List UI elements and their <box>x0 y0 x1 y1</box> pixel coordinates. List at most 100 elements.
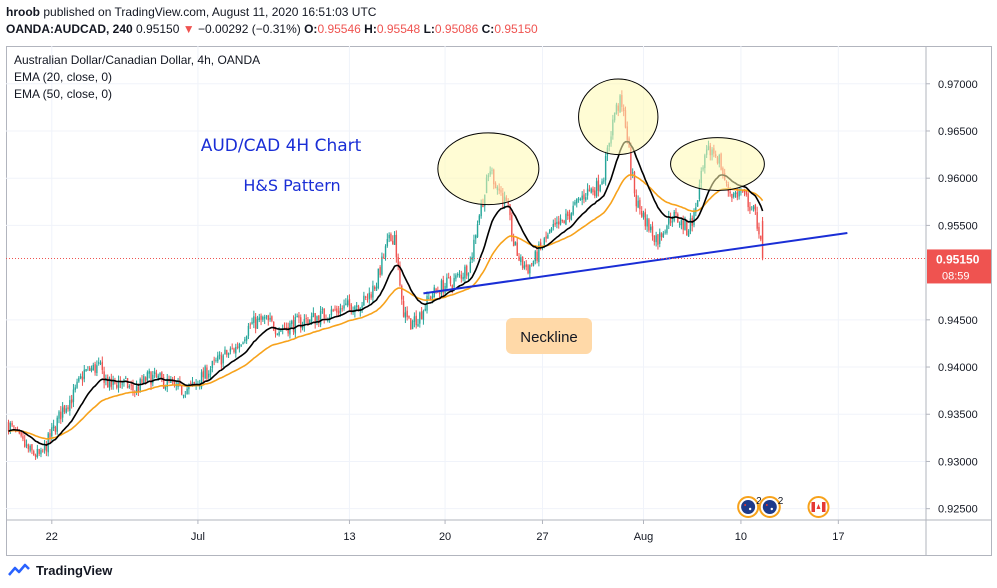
candle-up[interactable] <box>235 343 237 358</box>
candle-up[interactable] <box>473 234 475 262</box>
candle-up[interactable] <box>455 273 457 282</box>
candle-down[interactable] <box>518 253 520 262</box>
candle-up[interactable] <box>372 280 374 303</box>
candle-down[interactable] <box>374 285 376 292</box>
candle-down[interactable] <box>364 295 367 301</box>
candle-down[interactable] <box>60 406 62 424</box>
candle-down[interactable] <box>337 305 340 317</box>
candle-up[interactable] <box>316 315 318 326</box>
candle-up[interactable] <box>637 195 639 209</box>
candle-down[interactable] <box>292 315 295 335</box>
candle-down[interactable] <box>236 342 239 350</box>
candle-down[interactable] <box>395 230 398 263</box>
candle-down[interactable] <box>597 174 600 197</box>
candle-up[interactable] <box>419 311 421 328</box>
candle-down[interactable] <box>141 375 143 384</box>
candle-down[interactable] <box>45 440 48 457</box>
candle-up[interactable] <box>590 187 592 194</box>
candle-up[interactable] <box>565 208 567 226</box>
candle-down[interactable] <box>594 187 596 199</box>
candle-down[interactable] <box>150 371 152 391</box>
candle-down[interactable] <box>370 291 372 300</box>
candle-down[interactable] <box>298 311 300 324</box>
candle-down[interactable] <box>731 193 733 202</box>
candle-up[interactable] <box>384 244 387 261</box>
candle-up[interactable] <box>359 307 361 317</box>
candle-up[interactable] <box>330 305 333 318</box>
candle-up[interactable] <box>361 301 363 313</box>
candle-up[interactable] <box>184 390 186 399</box>
candle-up[interactable] <box>200 369 203 390</box>
candle-down[interactable] <box>420 307 423 320</box>
candle-up[interactable] <box>550 227 553 233</box>
candle-up[interactable] <box>253 310 255 329</box>
candle-up[interactable] <box>740 187 742 196</box>
candle-up[interactable] <box>146 370 149 383</box>
candle-down[interactable] <box>511 212 513 242</box>
candle-down[interactable] <box>67 405 69 412</box>
candle-up[interactable] <box>695 202 697 217</box>
candle-up[interactable] <box>595 177 598 198</box>
candle-up[interactable] <box>256 315 259 329</box>
right-shoulder-circle[interactable] <box>670 137 765 191</box>
candle-up[interactable] <box>9 421 12 434</box>
candle-up[interactable] <box>346 295 349 308</box>
candle-up[interactable] <box>65 405 67 414</box>
candle-down[interactable] <box>592 186 594 196</box>
candle-up[interactable] <box>662 231 665 238</box>
candle-down[interactable] <box>749 202 751 214</box>
candle-down[interactable] <box>366 293 369 303</box>
candle-up[interactable] <box>227 352 230 358</box>
candle-down[interactable] <box>536 248 538 264</box>
candle-up[interactable] <box>166 373 168 393</box>
candle-up[interactable] <box>152 371 154 387</box>
candle-up[interactable] <box>244 336 246 344</box>
symbol-name[interactable]: OANDA:AUDCAD, 240 <box>6 22 133 36</box>
candle-up[interactable] <box>280 329 282 333</box>
candle-down[interactable] <box>397 253 399 271</box>
candle-down[interactable] <box>180 385 183 396</box>
candle-down[interactable] <box>126 378 129 389</box>
candle-up[interactable] <box>355 302 358 311</box>
candle-up[interactable] <box>108 376 111 391</box>
candle-down[interactable] <box>70 394 73 409</box>
candle-up[interactable] <box>599 184 601 193</box>
candle-up[interactable] <box>646 214 648 232</box>
candle-down[interactable] <box>22 432 24 442</box>
candle-up[interactable] <box>343 299 345 311</box>
candle-up[interactable] <box>668 210 670 230</box>
candle-down[interactable] <box>651 221 654 241</box>
candle-up[interactable] <box>52 419 55 432</box>
candle-down[interactable] <box>11 420 13 428</box>
candle-down[interactable] <box>449 275 452 287</box>
candle-down[interactable] <box>525 260 527 271</box>
candle-up[interactable] <box>386 233 389 248</box>
candle-up[interactable] <box>532 260 535 267</box>
candle-down[interactable] <box>402 295 405 318</box>
candle-up[interactable] <box>446 273 448 292</box>
candle-up[interactable] <box>85 368 87 372</box>
candle-down[interactable] <box>466 264 468 280</box>
candle-down[interactable] <box>103 366 105 389</box>
candle-up[interactable] <box>218 351 221 360</box>
candle-down[interactable] <box>530 262 533 267</box>
candle-down[interactable] <box>34 453 37 460</box>
candle-down[interactable] <box>583 189 585 204</box>
candle-down[interactable] <box>334 305 336 312</box>
candle-down[interactable] <box>348 294 351 311</box>
candle-up[interactable] <box>182 394 185 399</box>
candle-up[interactable] <box>689 212 692 235</box>
candle-down[interactable] <box>644 208 647 230</box>
candle-up[interactable] <box>478 214 481 225</box>
australia-event-icon[interactable]: 2 <box>737 496 762 518</box>
candle-down[interactable] <box>686 219 688 236</box>
candle-down[interactable] <box>447 272 450 279</box>
candle-up[interactable] <box>456 272 459 278</box>
candle-up[interactable] <box>148 368 150 379</box>
candle-down[interactable] <box>305 314 307 324</box>
candle-up[interactable] <box>177 377 179 390</box>
candle-up[interactable] <box>559 214 562 226</box>
candle-down[interactable] <box>392 235 394 245</box>
australia-event-icon[interactable]: 2 <box>758 496 784 518</box>
candle-down[interactable] <box>561 219 564 223</box>
